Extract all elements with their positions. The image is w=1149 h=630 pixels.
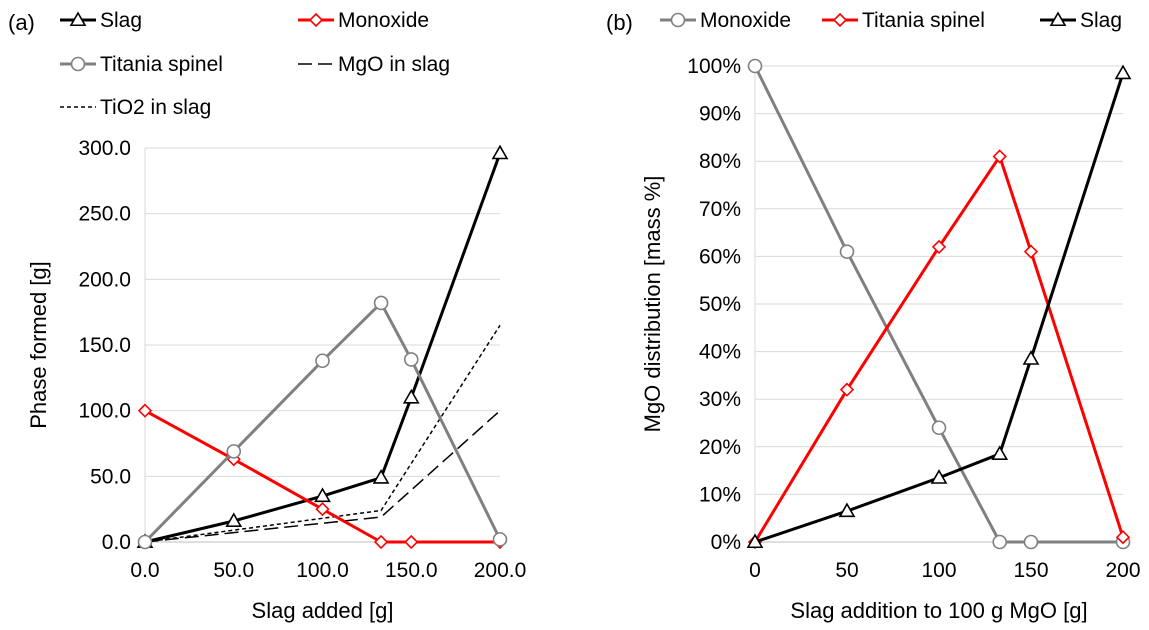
x-tick-label: 150 <box>1013 559 1048 582</box>
series-line <box>144 410 501 543</box>
y-tick-label: 150.0 <box>78 334 131 357</box>
x-tick-label: 50.0 <box>213 559 254 582</box>
chart-panel-b: 0% 10% 20% 30% 40% 50% 60% 70% 80% 90% 100% 0 50 100 1… <box>606 9 1141 623</box>
data-point <box>315 353 330 369</box>
x-tick-label: 0 <box>749 559 761 582</box>
data-point <box>747 58 763 74</box>
x-tick-label: 150.0 <box>385 559 438 582</box>
series-line <box>144 324 501 543</box>
legend-item: Slag <box>60 9 142 32</box>
data-point <box>838 502 856 518</box>
y-tick-label: 100% <box>687 55 741 78</box>
data-point <box>1115 530 1131 545</box>
data-point <box>402 388 420 404</box>
legend-label: Monoxide <box>700 9 791 32</box>
legend-item: MgO in slag <box>298 53 450 76</box>
data-point <box>930 469 948 484</box>
legend-label: TiO2 in slag <box>100 96 211 119</box>
y-tick-label: 0.0 <box>102 531 131 554</box>
series-line <box>754 72 1125 544</box>
series-line <box>753 154 1125 543</box>
y-tick-label: 300.0 <box>78 137 131 160</box>
legend-label: Titania spinel <box>862 9 985 32</box>
data-point <box>373 534 389 550</box>
data-point <box>1023 244 1039 259</box>
legend-label: Slag <box>100 9 142 32</box>
panel-label: (b) <box>606 10 633 35</box>
x-tick-label: 100.0 <box>296 559 349 582</box>
y-tick-label: 200.0 <box>78 268 131 291</box>
data-point <box>315 502 330 517</box>
x-tick-label: 100 <box>921 559 956 582</box>
legend-label: Titania spinel <box>100 53 223 76</box>
legend-label: MgO in slag <box>338 53 450 76</box>
y-tick-label: 40% <box>699 341 741 364</box>
x-tick-label: 50 <box>835 559 858 582</box>
data-point <box>492 532 508 547</box>
data-point <box>839 382 855 397</box>
series-line <box>143 301 502 544</box>
data-point <box>226 444 242 459</box>
x-tick-label: 200.0 <box>474 559 527 582</box>
legend-marker <box>70 56 86 72</box>
series-line <box>144 152 502 544</box>
data-point <box>931 239 947 255</box>
data-point <box>1023 534 1039 550</box>
legend-item: TiO2 in slag <box>60 96 211 119</box>
data-point <box>373 295 389 311</box>
data-point <box>746 533 764 549</box>
data-point <box>137 534 153 550</box>
data-point <box>225 512 243 528</box>
data-point <box>491 144 509 160</box>
y-tick-label: 70% <box>699 198 741 221</box>
y-tick-label: 250.0 <box>78 203 131 226</box>
data-point <box>931 420 947 436</box>
data-point <box>1114 64 1132 80</box>
data-point <box>992 149 1007 164</box>
data-point <box>314 487 331 503</box>
data-point <box>137 403 153 418</box>
legend-item: Monoxide <box>298 9 429 32</box>
legend-marker <box>832 12 848 28</box>
series-line <box>144 409 500 544</box>
x-axis-title: Slag addition to 100 g MgO [g] <box>790 598 1087 623</box>
y-axis-title: Phase formed [g] <box>26 261 51 429</box>
y-tick-label: 90% <box>699 103 741 126</box>
legend-marker <box>69 11 87 27</box>
y-tick-label: 50% <box>699 293 741 316</box>
y-tick-label: 80% <box>699 150 741 173</box>
legend-label: Monoxide <box>338 9 429 32</box>
panel-label: (a) <box>8 10 35 35</box>
data-point <box>404 534 419 550</box>
y-axis-title: MgO distribution [mass %] <box>640 176 665 433</box>
series-line <box>753 65 1123 544</box>
x-axis-title: Slag added [g] <box>252 598 394 623</box>
y-tick-label: 0% <box>711 531 741 554</box>
legend-marker <box>670 12 686 28</box>
legend-item: Titania spinel <box>822 9 985 32</box>
data-point <box>372 469 390 484</box>
x-tick-label: 0.0 <box>130 559 159 582</box>
legend-marker <box>1049 11 1067 27</box>
y-tick-label: 60% <box>699 245 741 268</box>
legend-label: Slag <box>1080 9 1122 32</box>
data-point <box>992 534 1008 550</box>
chart-panel-a: 0.0 50.0 100.0 150.0 200.0 250.0 300.0 0.0 50.0 1… <box>8 9 526 623</box>
data-point <box>403 352 419 367</box>
legend-item: Titania spinel <box>60 53 223 76</box>
data-point <box>1022 350 1040 365</box>
x-tick-label: 200 <box>1105 559 1140 582</box>
y-tick-label: 10% <box>699 483 741 506</box>
legend-item: Slag <box>1040 9 1122 32</box>
y-tick-label: 30% <box>699 388 741 411</box>
data-point <box>839 244 855 259</box>
y-tick-label: 20% <box>699 436 741 459</box>
legend-item: Monoxide <box>660 9 791 32</box>
y-tick-label: 50.0 <box>90 465 131 488</box>
y-tick-label: 100.0 <box>78 400 131 423</box>
data-point <box>991 445 1009 460</box>
legend-marker <box>308 12 324 28</box>
